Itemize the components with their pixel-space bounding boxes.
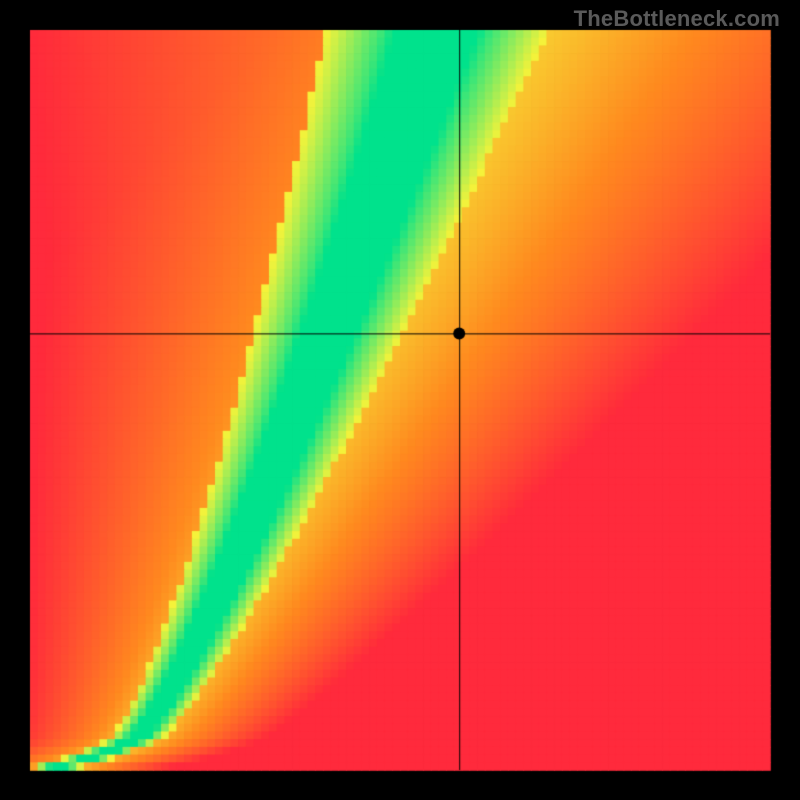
heatmap-canvas: [0, 0, 800, 800]
chart-container: TheBottleneck.com: [0, 0, 800, 800]
watermark-text: TheBottleneck.com: [574, 6, 780, 32]
